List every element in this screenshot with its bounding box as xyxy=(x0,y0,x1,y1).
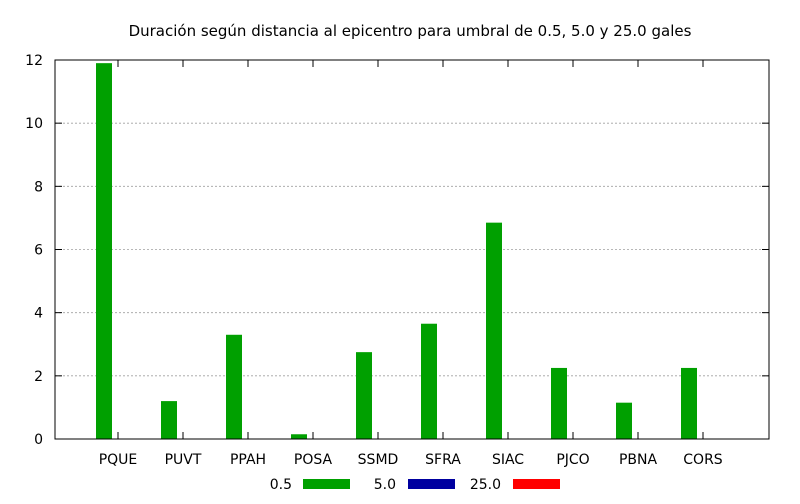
x-category-label: SFRA xyxy=(425,452,461,468)
legend: 0.5 5.0 25.0 xyxy=(270,477,560,493)
y-tick-labels: 0 2 4 6 8 10 12 xyxy=(25,53,43,448)
y-tick-label: 6 xyxy=(34,243,43,259)
bar-series-0 xyxy=(161,401,177,439)
y-tick-label: 2 xyxy=(34,369,43,385)
x-category-label: POSA xyxy=(294,452,333,468)
axis-ticks xyxy=(55,59,769,440)
x-category-label: CORS xyxy=(683,452,723,468)
y-tick-label: 8 xyxy=(34,179,43,195)
x-category-label: PUVT xyxy=(165,452,202,468)
legend-label: 5.0 xyxy=(374,477,396,493)
bar-series-0 xyxy=(616,402,632,439)
x-category-label: PPAH xyxy=(230,452,266,468)
legend-label: 0.5 xyxy=(270,477,292,493)
bar-series-0 xyxy=(96,63,112,440)
grid-lines xyxy=(55,122,769,377)
bar-series-0 xyxy=(681,367,697,439)
chart-title: Duración según distancia al epicentro pa… xyxy=(129,22,692,40)
x-category-label: SIAC xyxy=(492,452,524,468)
legend-swatch xyxy=(303,479,350,489)
y-tick-label: 10 xyxy=(25,116,43,132)
x-category-label: SSMD xyxy=(358,452,399,468)
y-tick-label: 12 xyxy=(25,53,43,69)
legend-label: 25.0 xyxy=(470,477,501,493)
y-tick-label: 4 xyxy=(34,306,43,322)
x-category-label: PBNA xyxy=(619,452,658,468)
bars xyxy=(96,63,697,440)
x-category-label: PQUE xyxy=(99,452,138,468)
bar-series-0 xyxy=(551,367,567,439)
legend-swatch xyxy=(513,479,560,489)
y-tick-label: 0 xyxy=(34,432,43,448)
bar-series-0 xyxy=(291,434,307,439)
x-category-label: PJCO xyxy=(556,452,589,468)
bar-series-0 xyxy=(421,323,437,439)
bar-series-0 xyxy=(356,352,372,439)
bar-series-0 xyxy=(226,334,242,439)
x-category-labels: PQUE PUVT PPAH POSA SSMD SFRA SIAC PJCO PBNA CORS xyxy=(99,452,723,468)
bar-series-0 xyxy=(486,222,502,439)
legend-swatch xyxy=(408,479,455,489)
